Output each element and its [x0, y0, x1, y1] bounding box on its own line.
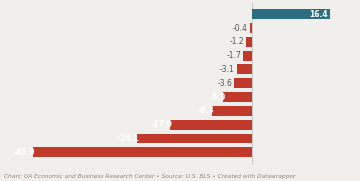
Bar — [212, 106, 252, 116]
Text: -3.1: -3.1 — [220, 65, 235, 74]
Text: Chart: UA Economic and Business Research Center • Source: U.S. BLS • Created wit: Chart: UA Economic and Business Research… — [4, 174, 295, 179]
Text: -1.7: -1.7 — [227, 51, 242, 60]
Text: -17.0: -17.0 — [151, 120, 173, 129]
Text: -3.6: -3.6 — [217, 79, 233, 88]
Bar — [243, 51, 252, 61]
Bar — [252, 9, 330, 19]
Bar — [224, 92, 252, 102]
Text: 16.4: 16.4 — [309, 10, 328, 19]
Text: -5.9: -5.9 — [210, 92, 226, 102]
Bar — [33, 147, 252, 157]
Text: -1.2: -1.2 — [229, 37, 244, 46]
Bar — [234, 78, 252, 88]
Text: -8.3: -8.3 — [198, 106, 214, 115]
Bar — [246, 37, 252, 47]
Text: -45.9: -45.9 — [13, 148, 35, 157]
Text: -24.1: -24.1 — [117, 134, 139, 143]
Bar — [249, 23, 252, 33]
Bar — [171, 120, 252, 130]
Bar — [237, 64, 252, 74]
Text: -0.4: -0.4 — [233, 24, 248, 33]
Bar — [136, 134, 252, 144]
